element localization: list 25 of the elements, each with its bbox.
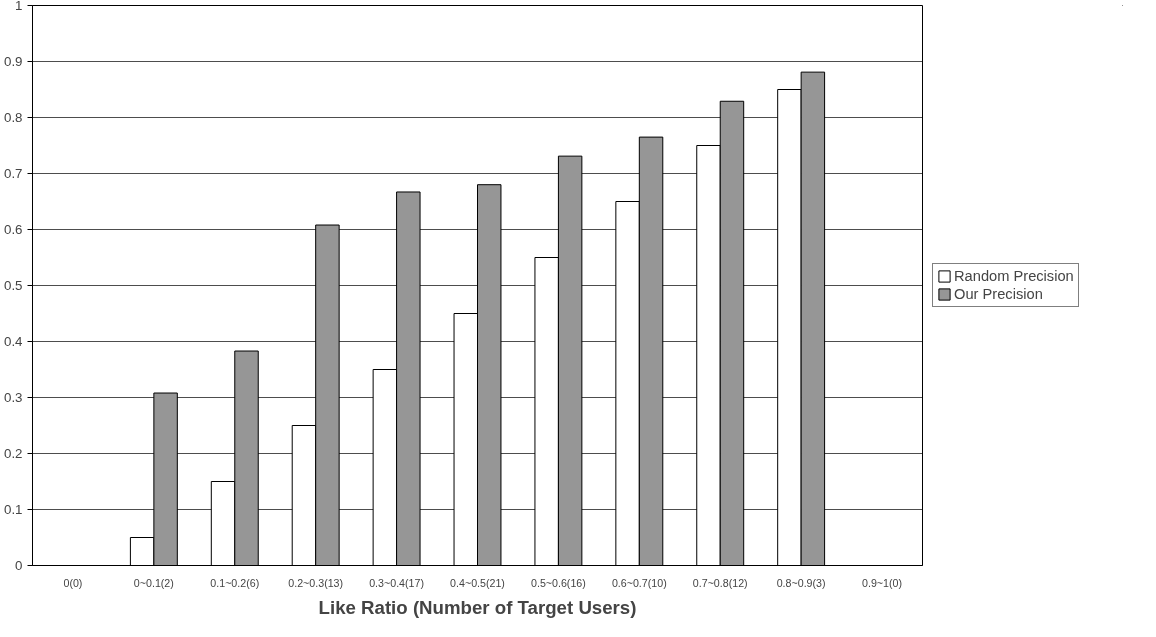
x-tick-label: 0.4~0.5(21) [450,576,505,589]
y-tick-label: 0.2 [3,446,23,461]
y-tick-label: 0 [15,558,23,573]
x-tick-label: 0.2~0.3(13) [288,576,344,589]
y-tick-label: 1 [15,0,23,13]
x-tick-label: 0.8~0.9(3) [776,576,826,589]
legend-label: Our Precision [954,286,1043,302]
y-tick-label: 0.3 [3,390,23,405]
x-tick-label: 0.9~1(0) [862,576,903,589]
y-tick-label: 0.5 [3,278,23,293]
x-tick-label: 0.5~0.6(16) [531,576,586,589]
x-axis-title: Like Ratio (Number of Target Users) [318,596,637,618]
y-tick-label: 0.9 [3,54,23,69]
y-tick-label: 0.1 [3,502,23,517]
legend-label: Random Precision [954,268,1074,284]
y-tick-label: 0.6 [3,222,23,237]
x-tick-label: 0~0.1(2) [133,576,174,589]
x-tick-label: 0.1~0.2(6) [210,576,260,589]
y-tick-label: 0.7 [3,166,23,181]
y-tick-label: 0.8 [3,110,23,125]
x-tick-label: 0.6~0.7(10) [611,576,667,589]
y-tick-label: 0.4 [3,334,24,349]
x-tick-label: 0.3~0.4(17) [369,576,424,589]
x-tick-label: 0.7~0.8(12) [692,576,748,589]
x-tick-label: 0(0) [63,576,83,589]
